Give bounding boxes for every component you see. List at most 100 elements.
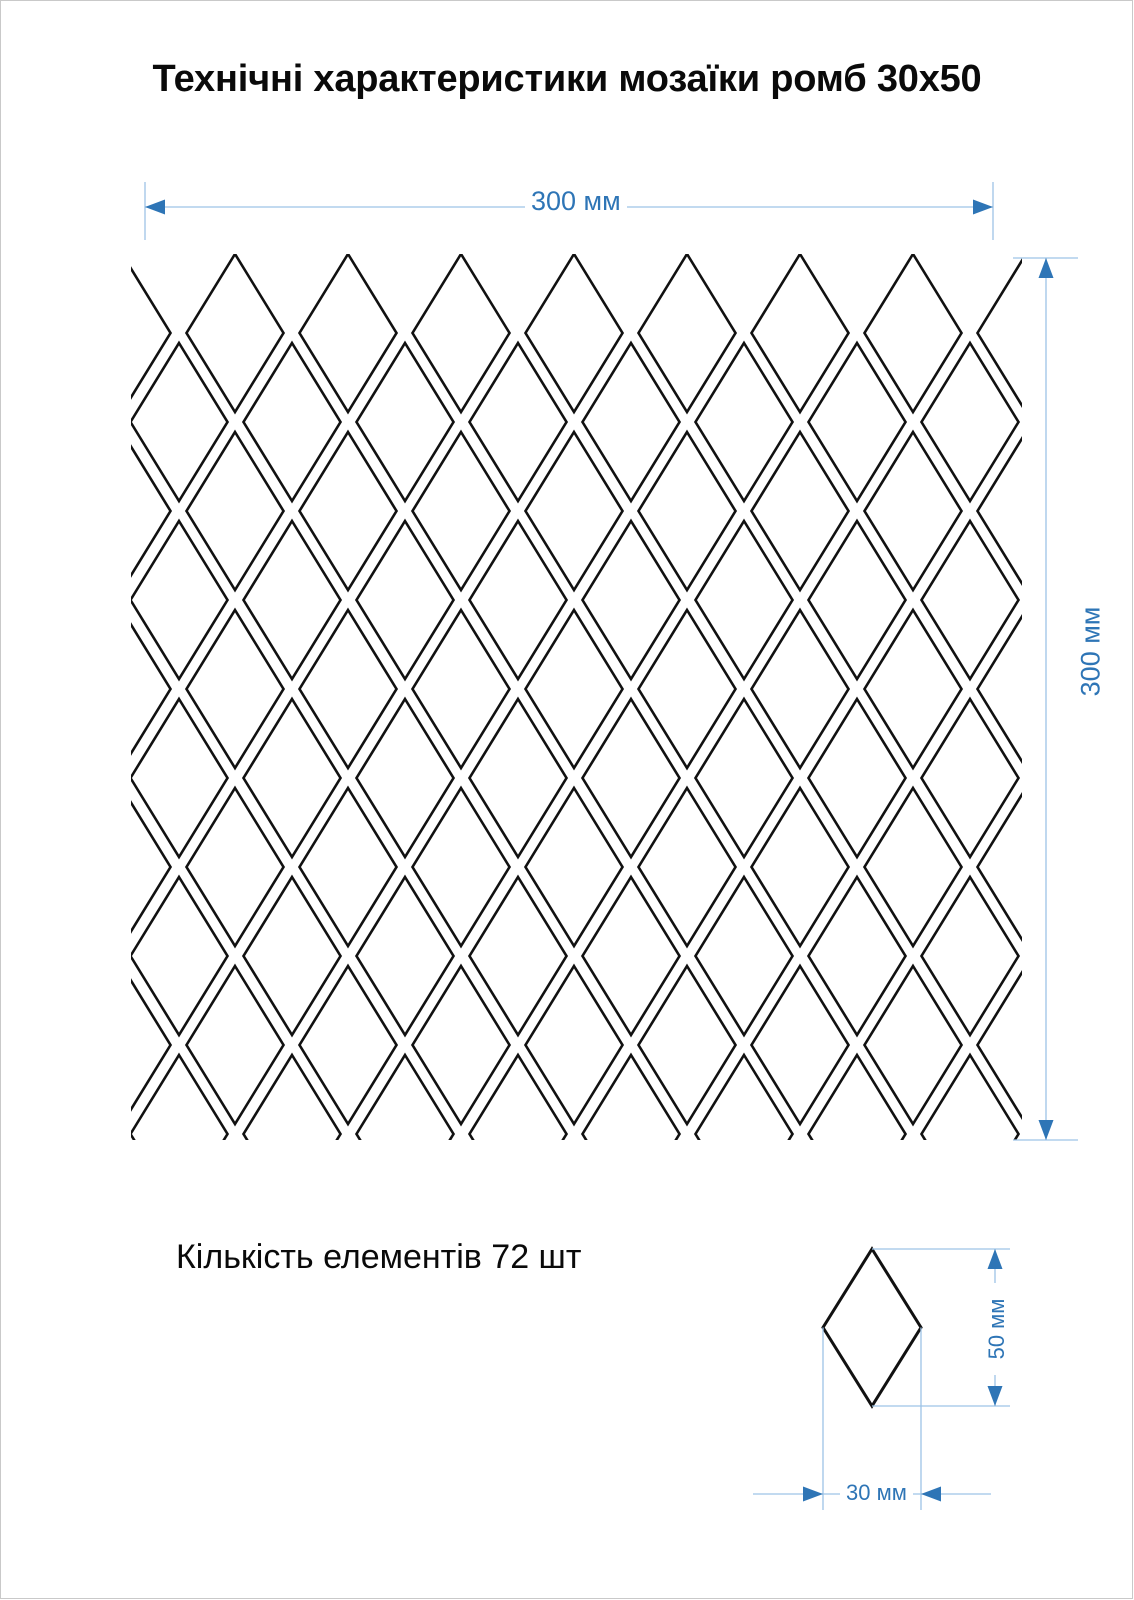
- mosaic-tile: [354, 696, 456, 860]
- mosaic-tile: [975, 258, 1022, 408]
- mosaic-tile: [862, 963, 964, 1127]
- page-title: Технічні характеристики мозаїки ромб 30x…: [152, 58, 982, 100]
- mosaic-tile: [580, 1052, 682, 1140]
- mosaic-tile: [693, 1052, 795, 1140]
- element-count-caption: Кількість елементів 72 шт: [176, 1238, 582, 1276]
- mosaic-tile: [131, 266, 173, 400]
- mosaic-tile: [693, 696, 795, 860]
- detail-tile: [821, 1246, 923, 1409]
- mosaic-tile: [862, 429, 964, 593]
- mosaic-tile: [354, 1052, 456, 1140]
- mosaic-tile: [297, 785, 399, 949]
- arrow-up-icon: [1038, 258, 1054, 278]
- mosaic-tile: [297, 963, 399, 1127]
- dimension-tile-width: [753, 1327, 991, 1510]
- mosaic-tile: [410, 785, 512, 949]
- detail-tile-shape: [821, 1246, 923, 1409]
- mosaic-tile: [580, 874, 682, 1038]
- mosaic-tile: [975, 436, 1022, 586]
- mosaic-tile: [806, 518, 908, 682]
- mosaic-tile: [806, 340, 908, 504]
- mosaic-tile: [410, 963, 512, 1127]
- mosaic-tile: [975, 614, 1022, 764]
- mosaic-tile: [131, 444, 173, 578]
- mosaic-tile: [752, 1144, 849, 1302]
- mosaic-tile: [131, 340, 230, 504]
- mosaic-tile: [241, 518, 343, 682]
- mosaic-tile: [297, 607, 399, 771]
- mosaic-tile: [693, 874, 795, 1038]
- arrow-left-icon: [145, 199, 165, 215]
- mosaic-tile: [523, 254, 625, 415]
- mosaic-tile: [410, 429, 512, 593]
- mosaic-tile: [131, 874, 230, 1038]
- mosaic-tile: [919, 340, 1021, 504]
- mosaic-tile: [354, 518, 456, 682]
- arrow-down-icon: [987, 1386, 1003, 1406]
- mosaic-tile: [749, 254, 851, 415]
- mosaic-tile: [413, 1144, 510, 1302]
- mosaic-tile: [354, 340, 456, 504]
- mosaic-tile: [410, 254, 512, 415]
- mosaic-tile: [184, 429, 286, 593]
- arrow-up-icon: [987, 1249, 1003, 1269]
- mosaic-tile: [580, 518, 682, 682]
- mosaic-tile: [919, 1052, 1021, 1140]
- arrow-left-icon: [921, 1486, 941, 1502]
- dimension-sheet-width: [144, 182, 994, 240]
- mosaic-tile: [297, 429, 399, 593]
- dimension-tile-height: [872, 1248, 1010, 1407]
- mosaic-tile: [636, 254, 738, 415]
- mosaic-tile: [354, 874, 456, 1038]
- mosaic-tile: [919, 874, 1021, 1038]
- mosaic-tile: [184, 785, 286, 949]
- mosaic-tile: [467, 874, 569, 1038]
- mosaic-tile: [865, 1144, 962, 1302]
- mosaic-tile: [467, 340, 569, 504]
- mosaic-tile: [74, 1144, 171, 1302]
- mosaic-tile: [636, 785, 738, 949]
- mosaic-tile: [862, 254, 964, 415]
- dimension-sheet-height: [1013, 257, 1078, 1141]
- mosaic-tile: [978, 1144, 1075, 1302]
- arrow-right-icon: [973, 199, 993, 215]
- mosaic-tile: [636, 963, 738, 1127]
- mosaic-tile: [184, 963, 286, 1127]
- mosaic-tile: [187, 1144, 284, 1302]
- mosaic-tile: [131, 978, 173, 1112]
- mosaic-tile: [523, 963, 625, 1127]
- mosaic-tile: [241, 1052, 343, 1140]
- mosaic-tile: [523, 785, 625, 949]
- mosaic-tile: [636, 607, 738, 771]
- mosaic-tile: [131, 1052, 230, 1140]
- arrow-right-icon: [803, 1486, 823, 1502]
- mosaic-tile: [806, 1052, 908, 1140]
- mosaic-tile: [131, 622, 173, 756]
- mosaic-tile: [749, 429, 851, 593]
- mosaic-tile: [862, 785, 964, 949]
- mosaic-tile: [975, 970, 1022, 1120]
- mosaic-tile: [241, 340, 343, 504]
- mosaic-tile: [241, 874, 343, 1038]
- mosaic-tile: [693, 340, 795, 504]
- mosaic-tile: [131, 696, 230, 860]
- arrow-down-icon: [1038, 1120, 1054, 1140]
- mosaic-tile: [523, 429, 625, 593]
- mosaic-tile: [131, 518, 230, 682]
- mosaic-tile: [636, 429, 738, 593]
- mosaic-tile: [467, 518, 569, 682]
- mosaic-tile: [580, 696, 682, 860]
- mosaic-tile: [131, 800, 173, 934]
- mosaic-tile: [919, 696, 1021, 860]
- mosaic-tile: [975, 792, 1022, 942]
- mosaic-tile: [184, 607, 286, 771]
- mosaic-tile: [749, 785, 851, 949]
- mosaic-tile: [580, 340, 682, 504]
- mosaic-tile: [467, 1052, 569, 1140]
- mosaic-tile: [184, 254, 286, 415]
- mosaic-tile: [806, 696, 908, 860]
- mosaic-tile: [639, 1144, 736, 1302]
